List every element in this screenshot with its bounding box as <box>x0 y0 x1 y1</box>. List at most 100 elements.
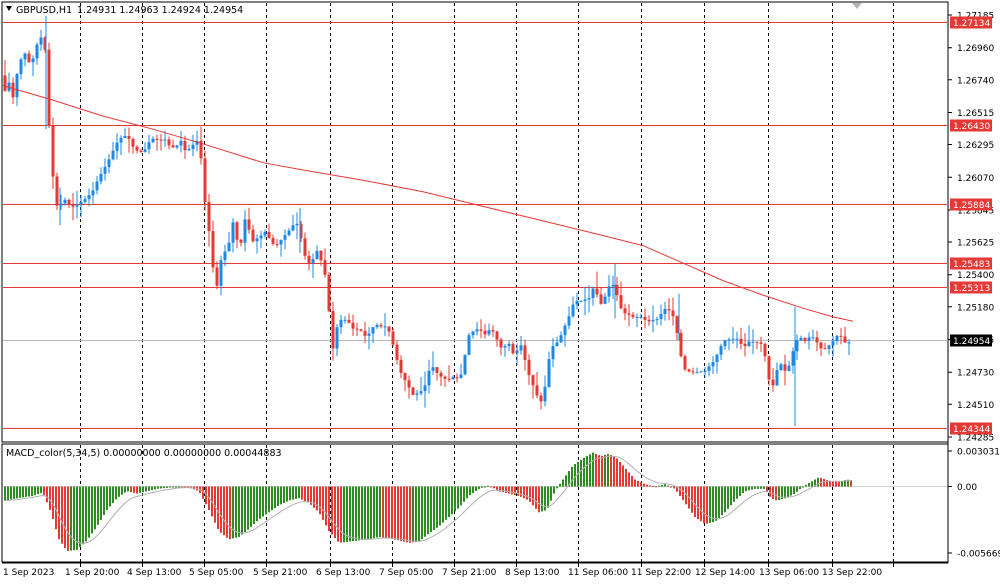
time-tick-label: 7 Sep 05:00 <box>379 568 434 578</box>
macd-bar <box>547 486 549 508</box>
bull-candle-body <box>75 204 79 207</box>
macd-bar <box>850 480 852 487</box>
bull-candle-body <box>195 140 199 145</box>
macd-bar <box>298 486 300 499</box>
macd-bar <box>271 486 273 511</box>
macd-bar <box>502 486 504 493</box>
bull-candle-body <box>503 346 507 348</box>
bear-candle-body <box>495 331 499 340</box>
bear-candle-body <box>439 372 443 377</box>
bull-candle-body <box>559 335 563 343</box>
macd-bar <box>94 486 96 530</box>
macd-bar <box>589 454 591 487</box>
time-tick-label: 11 Sep 06:00 <box>568 568 628 578</box>
triangle-down-icon[interactable] <box>6 6 12 11</box>
macd-bar <box>838 481 840 487</box>
macd-bar <box>247 486 249 530</box>
price-level-tag <box>950 119 992 132</box>
price-pane[interactable] <box>2 3 947 441</box>
macd-bar <box>640 482 642 487</box>
bull-candle-body <box>419 391 423 394</box>
price-tick-label: 1.24730 <box>957 369 994 379</box>
bull-candle-body <box>255 238 259 242</box>
bull-candle-body <box>311 259 315 264</box>
macd-bar <box>607 454 609 487</box>
macd-bar <box>415 486 417 542</box>
macd-bar <box>133 486 135 493</box>
macd-bar <box>304 486 306 502</box>
macd-bar <box>289 486 291 501</box>
time-tick-label: 13 Sep 22:00 <box>822 568 882 578</box>
macd-bar <box>358 486 360 541</box>
macd-bar <box>40 486 42 494</box>
macd-bar <box>637 480 639 487</box>
chart-shift-icon[interactable] <box>852 3 862 9</box>
bull-candle-body <box>383 326 387 328</box>
bull-candle-body <box>695 372 699 374</box>
macd-bar <box>805 484 807 487</box>
bull-candle-body <box>711 362 715 367</box>
macd-bar <box>706 486 708 524</box>
macd-bar <box>811 481 813 487</box>
bull-candle-body <box>179 140 183 146</box>
macd-bar <box>559 483 561 487</box>
macd-bar <box>268 486 270 513</box>
macd-bar <box>16 486 18 499</box>
macd-bar <box>250 486 252 527</box>
candles <box>3 15 851 427</box>
bear-candle-body <box>615 284 619 296</box>
chart-header[interactable]: GBPUSD,H1 1.24931 1.24963 1.24924 1.2495… <box>6 5 243 16</box>
price-level-lines[interactable] <box>3 22 947 429</box>
bear-candle-body <box>247 219 251 230</box>
bear-candle-body <box>379 324 383 327</box>
macd-histogram <box>3 452 947 551</box>
macd-bar <box>439 486 441 526</box>
macd-bar <box>409 486 411 543</box>
macd-bar <box>766 486 768 493</box>
macd-bar <box>544 486 546 511</box>
price-level-tag-text: 1.26430 <box>953 122 990 132</box>
bull-candle-body <box>651 319 655 322</box>
macd-bar <box>847 479 849 487</box>
macd-bar <box>37 486 39 495</box>
macd-bar <box>505 486 507 493</box>
macd-bar <box>73 486 75 551</box>
bear-candle-body <box>211 231 215 268</box>
bull-candle-body <box>471 331 475 336</box>
macd-bar <box>61 486 63 544</box>
bull-candle-body <box>847 342 851 344</box>
bear-candle-body <box>771 379 775 386</box>
bear-candle-body <box>403 372 407 381</box>
macd-bar <box>265 486 267 515</box>
bull-candle-body <box>579 300 583 302</box>
macd-bar <box>25 486 27 497</box>
macd-pane[interactable] <box>3 445 947 562</box>
bear-candle-body <box>595 288 599 295</box>
macd-bar <box>160 486 162 489</box>
bull-candle-body <box>567 316 571 326</box>
macd-bar <box>829 480 831 487</box>
macd-bar <box>844 480 846 487</box>
bull-candle-body <box>119 137 123 143</box>
bear-candle-body <box>11 82 15 98</box>
time-axis[interactable]: 1 Sep 2023 1 Sep 20:00 4 Sep 13:00 5 Sep 05… <box>3 563 894 578</box>
macd-bar <box>823 478 825 487</box>
macd-bar <box>523 486 525 499</box>
macd-bar <box>391 486 393 539</box>
bull-candle-body <box>371 327 375 334</box>
bear-candle-body <box>479 329 483 331</box>
time-tick-label: 5 Sep 05:00 <box>189 568 244 578</box>
bull-candle-body <box>431 367 435 371</box>
bull-candle-body <box>111 150 115 160</box>
macd-bar <box>625 468 627 487</box>
macd-bar <box>385 486 387 538</box>
bear-candle-body <box>819 342 823 349</box>
bear-candle-body <box>407 380 411 388</box>
macd-bar <box>340 486 342 543</box>
bull-candle-body <box>583 299 587 301</box>
bear-candle-body <box>139 150 143 152</box>
macd-bar <box>400 486 402 541</box>
macd-bar <box>664 484 666 487</box>
bull-candle-body <box>751 341 755 343</box>
